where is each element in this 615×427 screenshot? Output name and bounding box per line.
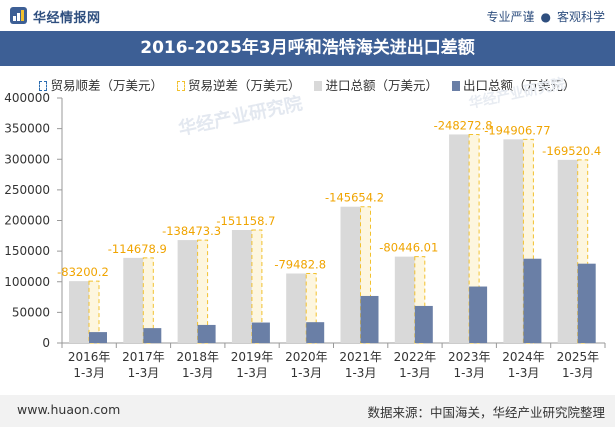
bar-deficit <box>197 239 209 344</box>
x-tick-label: 2025年 <box>557 350 600 364</box>
legend-item-import: 进口总额（万美元） <box>314 75 438 94</box>
legend-label-import: 进口总额（万美元） <box>325 78 438 93</box>
x-tick-label: 2021年 <box>339 350 382 364</box>
footer: www.huaon.com 数据来源：中国海关，华经产业研究院整理 <box>0 395 615 427</box>
bar-import <box>340 206 361 343</box>
x-tick-label: 2023年 <box>448 350 491 364</box>
footer-url: www.huaon.com <box>17 402 121 417</box>
bar-export <box>414 305 433 343</box>
slogan-left: 专业严谨 <box>486 10 535 24</box>
x-tick-label: 1-3月 <box>399 366 431 380</box>
data-label-deficit: -138473.3 <box>162 224 221 238</box>
x-tick-label: 2019年 <box>231 350 274 364</box>
data-label-deficit: -145654.2 <box>325 191 384 205</box>
y-tick-label: 0 <box>42 336 50 350</box>
legend-item-export: 出口总额（万美元） <box>451 75 576 94</box>
bar-import <box>286 273 307 343</box>
legend-label-deficit: 贸易逆差（万美元） <box>187 78 301 93</box>
x-tick-label: 1-3月 <box>562 366 594 380</box>
footer-source: 数据来源：中国海关，华经产业研究院整理 <box>367 405 605 420</box>
y-tick-label: 250000 <box>4 183 50 197</box>
y-tick-label: 50000 <box>12 305 50 319</box>
x-tick-label: 1-3月 <box>508 366 540 380</box>
x-tick-label: 2024年 <box>502 350 545 364</box>
data-label-deficit: -79482.8 <box>274 257 326 271</box>
x-tick-label: 1-3月 <box>182 366 214 380</box>
x-tick-label: 1-3月 <box>291 366 323 380</box>
bar-export <box>360 295 379 343</box>
x-tick-label: 2020年 <box>285 350 328 364</box>
chart-title: 2016-2025年3月呼和浩特海关进出口差额 <box>140 38 475 58</box>
bar-deficit <box>360 206 371 344</box>
x-tick-label: 1-3月 <box>73 366 105 380</box>
data-label-deficit: -169520.4 <box>542 144 601 158</box>
legend-label-export: 出口总额（万美元） <box>462 78 576 93</box>
data-label-deficit: -83200.2 <box>57 265 109 279</box>
bar-export <box>143 328 162 343</box>
data-label-deficit: -151158.7 <box>216 214 275 228</box>
bar-export <box>89 332 107 343</box>
y-tick-label: 400000 <box>4 91 50 105</box>
title-bar: 2016-2025年3月呼和浩特海关进出口差额 <box>0 31 615 66</box>
data-label-deficit: -114678.9 <box>108 242 167 256</box>
watermark-text: 华经产业研究院 <box>176 92 304 140</box>
bar-deficit <box>88 280 100 344</box>
x-tick-label: 2018年 <box>176 350 219 364</box>
watermark-text: 华经产业研究院 <box>467 75 566 112</box>
x-tick-label: 1-3月 <box>236 366 268 380</box>
legend-item-surplus: 贸易顺差（万美元） <box>39 75 163 94</box>
bar-export <box>577 263 596 343</box>
data-label-deficit: -248272.8 <box>434 118 493 132</box>
bar-export <box>197 324 216 343</box>
x-tick-label: 2016年 <box>68 350 111 364</box>
y-tick-label: 350000 <box>4 122 50 136</box>
data-label-deficit: -194906.77 <box>484 123 550 137</box>
bar-deficit <box>468 133 480 344</box>
x-tick-label: 2017年 <box>122 350 165 364</box>
bar-import <box>503 139 524 343</box>
y-tick-label: 100000 <box>4 275 50 289</box>
legend-swatch-export <box>451 81 460 91</box>
bar-export <box>306 322 325 343</box>
bar-import <box>231 229 252 343</box>
slogan-right: 客观科学 <box>556 10 605 24</box>
legend-label-surplus: 贸易顺差（万美元） <box>50 78 163 93</box>
legend-swatch-surplus <box>39 81 48 91</box>
bar-export <box>469 286 488 343</box>
slogan: 专业严谨 ● 客观科学 <box>486 8 605 25</box>
top-bar: 华经情报网 专业严谨 ● 客观科学 <box>0 0 615 30</box>
bar-import <box>69 281 89 343</box>
x-tick-label: 1-3月 <box>453 366 485 380</box>
bar-export <box>523 258 542 343</box>
bar-import <box>123 257 144 343</box>
slogan-dot: ● <box>540 10 551 24</box>
bar-import <box>177 240 198 343</box>
legend-swatch-import <box>314 81 323 91</box>
x-tick-label: 2022年 <box>394 350 437 364</box>
y-tick-label: 200000 <box>4 214 50 228</box>
x-tick-label: 1-3月 <box>345 366 377 380</box>
y-tick-label: 300000 <box>4 152 50 166</box>
bar-import <box>449 134 470 343</box>
huajing-logo-icon <box>10 7 27 24</box>
legend-swatch-deficit <box>176 81 185 91</box>
x-tick-label: 1-3月 <box>128 366 160 380</box>
data-label-deficit: -80446.01 <box>379 241 438 255</box>
bar-import <box>557 159 578 343</box>
legend-item-deficit: 贸易逆差（万美元） <box>176 75 301 94</box>
chart-legend: 贸易顺差（万美元） 贸易逆差（万美元） 进口总额（万美元） 出口总额（万美元） <box>0 75 615 93</box>
site-name: 华经情报网 <box>33 11 101 26</box>
bar-export <box>251 322 270 343</box>
bar-import <box>394 256 415 343</box>
y-tick-label: 150000 <box>4 244 50 258</box>
